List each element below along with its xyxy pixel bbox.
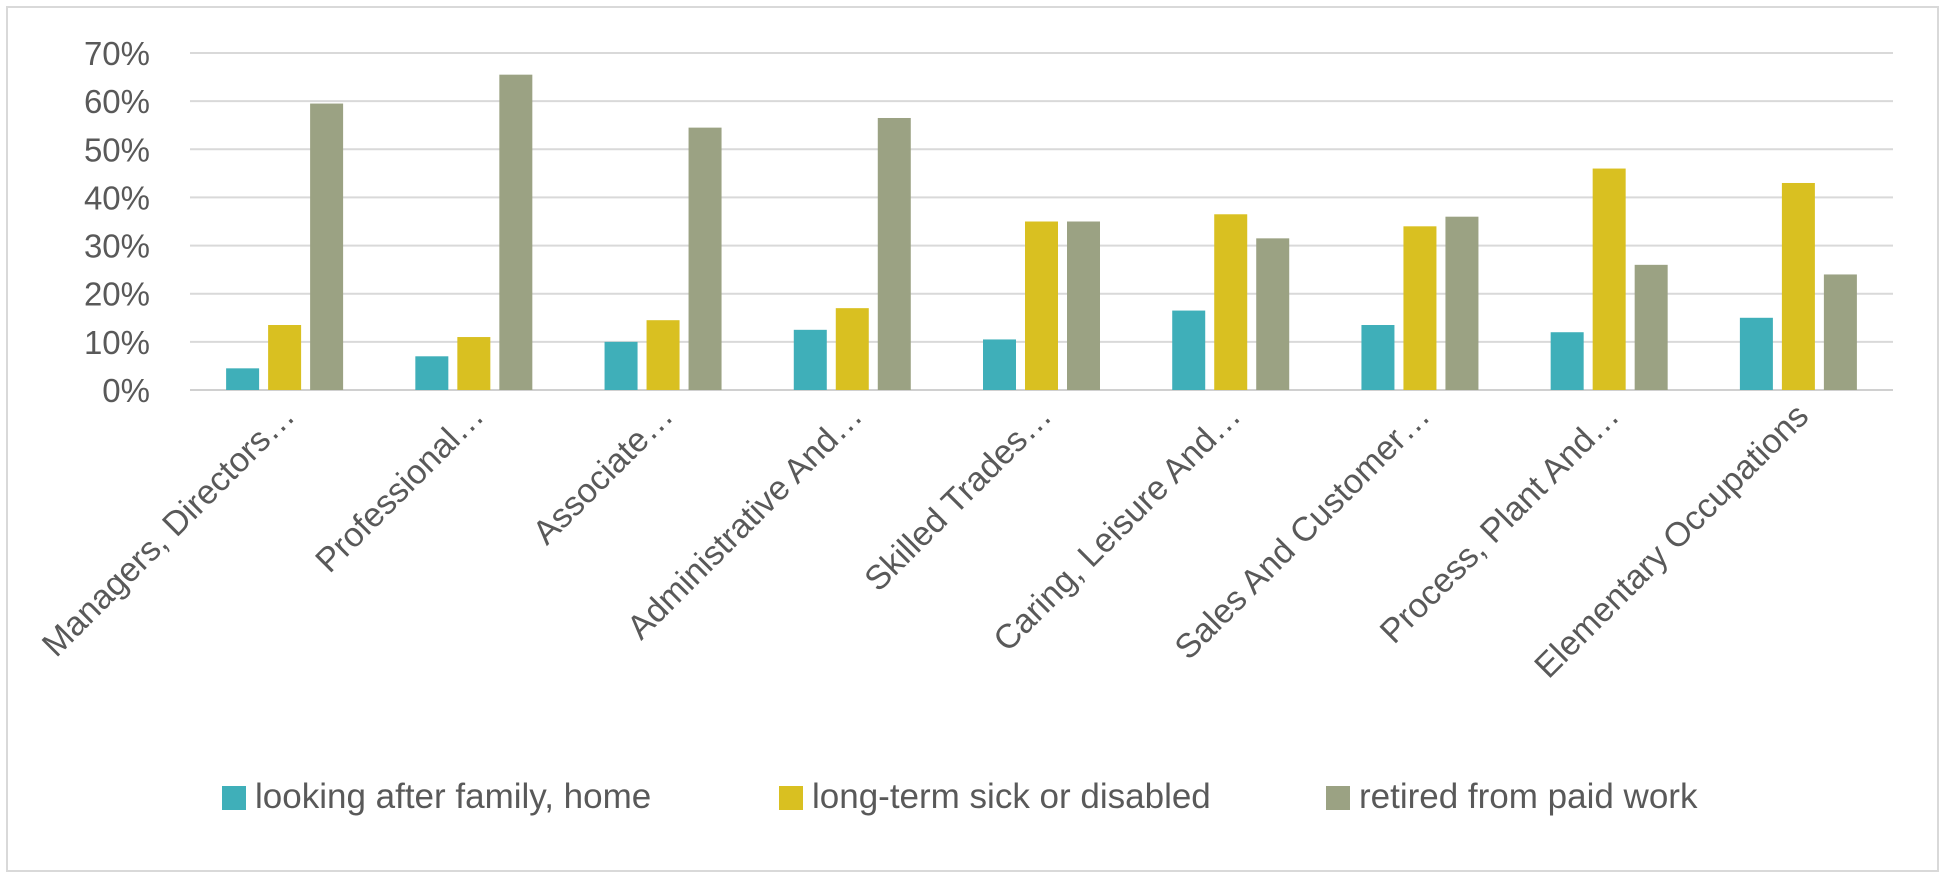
legend: looking after family, home long-term sick…	[222, 777, 1698, 816]
bar-series-0-cat-8	[1739, 317, 1773, 390]
bar-series-1-cat-1	[457, 337, 491, 390]
y-tick-label: 30%	[84, 228, 150, 265]
bar-series-0-cat-4	[983, 339, 1016, 390]
bar-series-2-cat-8	[1823, 274, 1857, 390]
legend-swatch-1	[779, 786, 803, 810]
bar-series-2-cat-5	[1256, 238, 1290, 390]
y-tick-label: 60%	[84, 83, 150, 120]
legend-swatch-2	[1326, 786, 1350, 810]
bar-series-0-cat-2	[604, 341, 638, 390]
bar-series-1-cat-2	[646, 320, 680, 390]
legend-label-1: long-term sick or disabled	[812, 777, 1211, 816]
bar-series-1-cat-0	[268, 325, 302, 390]
bar-series-0-cat-6	[1361, 325, 1395, 390]
bar-series-1-cat-8	[1781, 182, 1815, 390]
bar-series-1-cat-4	[1025, 221, 1058, 390]
bar-series-2-cat-2	[688, 127, 722, 390]
bar-series-1-cat-5	[1214, 214, 1248, 390]
y-tick-label: 0%	[102, 372, 150, 409]
bar-series-2-cat-6	[1445, 216, 1479, 390]
bar-series-2-cat-7	[1634, 264, 1668, 390]
y-tick-label: 50%	[84, 131, 150, 168]
y-axis-ticks: 0% 10% 20% 30% 40% 50% 60% 70%	[84, 35, 150, 409]
x-axis-categories: Managers, Directors… Professional… Associa…	[35, 397, 1816, 686]
y-tick-label: 10%	[84, 324, 150, 361]
bar-series-1-cat-6	[1403, 226, 1437, 390]
bar-series-2-cat-1	[499, 74, 533, 391]
x-category-label: Associate…	[526, 397, 681, 552]
bar-series-1-cat-3	[835, 308, 869, 390]
bar-series-0-cat-7	[1550, 332, 1584, 390]
x-category-label: Skilled Trades…	[857, 397, 1059, 599]
bar-series-2-cat-0	[310, 103, 344, 391]
bars	[226, 74, 1857, 391]
bar-series-0-cat-1	[415, 356, 449, 390]
legend-swatch-0	[222, 786, 246, 810]
bar-series-0-cat-3	[793, 329, 827, 390]
bar-series-1-cat-7	[1592, 168, 1626, 390]
y-tick-label: 20%	[84, 276, 150, 313]
chart-frame	[6, 6, 1939, 872]
legend-label-0: looking after family, home	[255, 777, 651, 816]
bar-series-2-cat-3	[877, 117, 911, 390]
y-tick-label: 40%	[84, 179, 150, 216]
y-tick-label: 70%	[84, 35, 150, 72]
bar-series-0-cat-5	[1172, 310, 1206, 390]
x-category-label: Professional…	[308, 397, 491, 580]
bar-series-0-cat-0	[226, 368, 260, 390]
bar-series-2-cat-4	[1067, 221, 1100, 390]
legend-label-2: retired from paid work	[1359, 777, 1698, 816]
x-category-label: Managers, Directors…	[35, 397, 302, 664]
